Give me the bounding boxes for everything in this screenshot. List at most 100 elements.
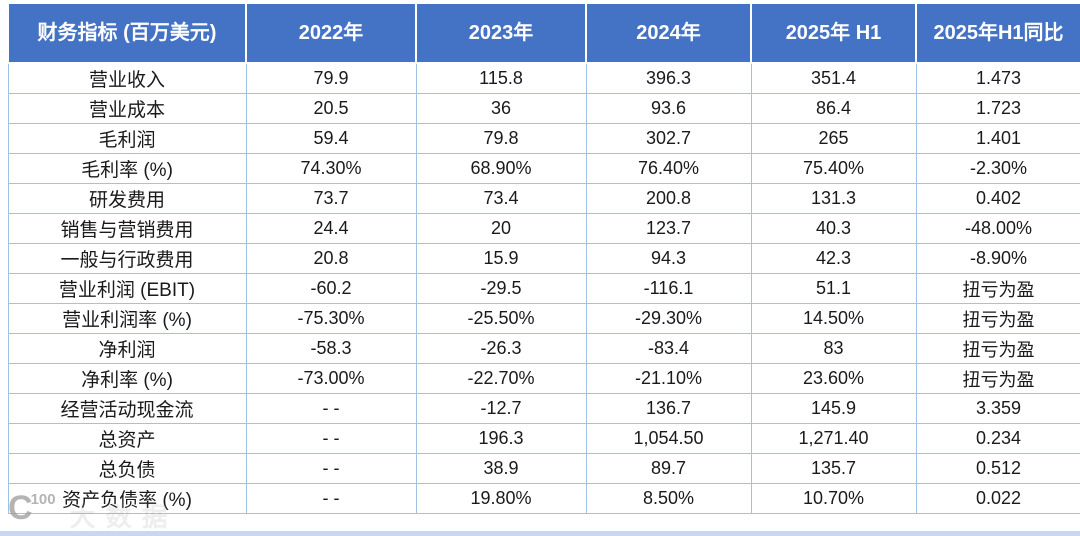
table-cell: 1.473 <box>915 62 1080 94</box>
table-cell: 79.9 <box>245 62 417 94</box>
table-cell: 123.7 <box>585 213 752 244</box>
table-row: 营业利润率 (%) -75.30% -25.50% -29.30% 14.50% 扭亏为盈 <box>7 303 1080 334</box>
table-cell: 75.40% <box>750 153 917 184</box>
table-cell: 136.7 <box>585 393 752 424</box>
table-cell: -116.1 <box>585 273 752 304</box>
table-cell: -12.7 <box>415 393 587 424</box>
table-cell: 19.80% <box>415 483 587 514</box>
table-cell: -83.4 <box>585 333 752 364</box>
table-cell: 8.50% <box>585 483 752 514</box>
financial-table: 财务指标 (百万美元) 2022年 2023年 2024年 2025年 H1 2… <box>7 2 1080 514</box>
table-cell: -8.90% <box>915 243 1080 274</box>
table-cell: - - <box>245 393 417 424</box>
table-cell: 0.022 <box>915 483 1080 514</box>
table-cell: 20.8 <box>245 243 417 274</box>
table-row: 研发费用 73.7 73.4 200.8 131.3 0.402 <box>7 183 1080 214</box>
table-cell: 20.5 <box>245 93 417 124</box>
table-row: 销售与营销费用 24.4 20 123.7 40.3 -48.00% <box>7 213 1080 244</box>
table-cell: 扭亏为盈 <box>915 333 1080 364</box>
table-cell: 扭亏为盈 <box>915 303 1080 334</box>
table-cell: -26.3 <box>415 333 587 364</box>
table-row: 营业成本 20.5 36 93.6 86.4 1.723 <box>7 93 1080 124</box>
table-cell: 3.359 <box>915 393 1080 424</box>
row-label: 营业成本 <box>7 93 247 124</box>
table-cell: 14.50% <box>750 303 917 334</box>
table-cell: 0.512 <box>915 453 1080 484</box>
table-cell: 36 <box>415 93 587 124</box>
table-cell: 23.60% <box>750 363 917 394</box>
column-header-2025h1: 2025年 H1 <box>750 2 917 64</box>
table-cell: -75.30% <box>245 303 417 334</box>
table-cell: 115.8 <box>415 62 587 94</box>
table-cell: 131.3 <box>750 183 917 214</box>
table-cell: 145.9 <box>750 393 917 424</box>
table-cell: 135.7 <box>750 453 917 484</box>
row-label: 总负债 <box>7 453 247 484</box>
table-row: 毛利率 (%) 74.30% 68.90% 76.40% 75.40% -2.30% <box>7 153 1080 184</box>
table-cell: -48.00% <box>915 213 1080 244</box>
row-label: 一般与行政费用 <box>7 243 247 274</box>
table-cell: 265 <box>750 123 917 154</box>
row-label: 总资产 <box>7 423 247 454</box>
table-cell: -21.10% <box>585 363 752 394</box>
table-cell: 38.9 <box>415 453 587 484</box>
table-cell: 93.6 <box>585 93 752 124</box>
table-cell: -73.00% <box>245 363 417 394</box>
column-header-2022: 2022年 <box>245 2 417 64</box>
table-cell: 351.4 <box>750 62 917 94</box>
row-label: 营业利润 (EBIT) <box>7 273 247 304</box>
table-cell: 79.8 <box>415 123 587 154</box>
table-cell: 83 <box>750 333 917 364</box>
table-cell: 10.70% <box>750 483 917 514</box>
column-header-2023: 2023年 <box>415 2 587 64</box>
table-cell: 73.7 <box>245 183 417 214</box>
table-row: 营业利润 (EBIT) -60.2 -29.5 -116.1 51.1 扭亏为盈 <box>7 273 1080 304</box>
table-cell: -60.2 <box>245 273 417 304</box>
table-cell: 扭亏为盈 <box>915 273 1080 304</box>
table-cell: 396.3 <box>585 62 752 94</box>
column-header-metric: 财务指标 (百万美元) <box>7 2 247 64</box>
row-label: 净利率 (%) <box>7 363 247 394</box>
table-cell: -2.30% <box>915 153 1080 184</box>
table-cell: 200.8 <box>585 183 752 214</box>
table-cell: 1,271.40 <box>750 423 917 454</box>
table-row: 一般与行政费用 20.8 15.9 94.3 42.3 -8.90% <box>7 243 1080 274</box>
table-row: 营业收入 79.9 115.8 396.3 351.4 1.473 <box>7 62 1080 94</box>
table-cell: 扭亏为盈 <box>915 363 1080 394</box>
table-cell: - - <box>245 483 417 514</box>
table-cell: - - <box>245 453 417 484</box>
table-cell: 0.402 <box>915 183 1080 214</box>
table-cell: 73.4 <box>415 183 587 214</box>
table-cell: 1.401 <box>915 123 1080 154</box>
table-row: 总负债 - -38.9 89.7 135.7 0.512 <box>7 453 1080 484</box>
table-cell: 24.4 <box>245 213 417 244</box>
row-label: 毛利润 <box>7 123 247 154</box>
table-cell: 15.9 <box>415 243 587 274</box>
table-cell: 51.1 <box>750 273 917 304</box>
table-header: 财务指标 (百万美元) 2022年 2023年 2024年 2025年 H1 2… <box>7 2 1080 64</box>
row-label: 营业利润率 (%) <box>7 303 247 334</box>
row-label: 净利润 <box>7 333 247 364</box>
table-cell: 74.30% <box>245 153 417 184</box>
table-row: 毛利润 59.4 79.8 302.7 265 1.401 <box>7 123 1080 154</box>
table-cell: 42.3 <box>750 243 917 274</box>
table-cell: 76.40% <box>585 153 752 184</box>
table-cell: 0.234 <box>915 423 1080 454</box>
table-cell: -29.5 <box>415 273 587 304</box>
table-cell: 1.723 <box>915 93 1080 124</box>
table-cell: 59.4 <box>245 123 417 154</box>
row-label: 销售与营销费用 <box>7 213 247 244</box>
table-cell: 20 <box>415 213 587 244</box>
row-label: 经营活动现金流 <box>7 393 247 424</box>
table-cell: 68.90% <box>415 153 587 184</box>
table-row: 经营活动现金流 - - -12.7 136.7 145.9 3.359 <box>7 393 1080 424</box>
table-cell: 94.3 <box>585 243 752 274</box>
table-row: 总资产 - -196.3 1,054.50 1,271.40 0.234 <box>7 423 1080 454</box>
table-cell: 86.4 <box>750 93 917 124</box>
table-cell: - - <box>245 423 417 454</box>
table-body: 营业收入 79.9 115.8 396.3 351.4 1.473 营业成本 20.5 36 93… <box>7 62 1080 514</box>
table-cell: 196.3 <box>415 423 587 454</box>
table-cell: -58.3 <box>245 333 417 364</box>
header-row: 财务指标 (百万美元) 2022年 2023年 2024年 2025年 H1 2… <box>7 2 1080 64</box>
table-cell: 302.7 <box>585 123 752 154</box>
